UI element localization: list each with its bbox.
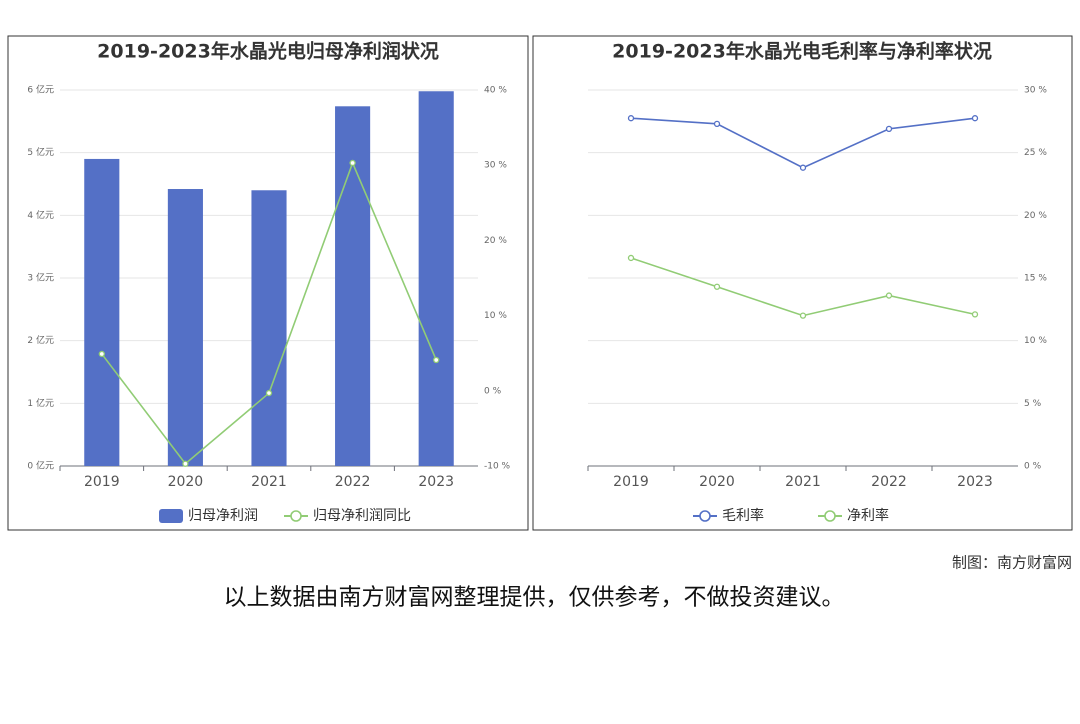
x-tick-label: 2023 [957,474,993,490]
y-tick-label: 0 亿元 [27,460,54,472]
y2-tick-label: 0 % [484,386,502,396]
point [349,159,356,167]
point [627,254,635,262]
y2-tick-label: 20 % [484,236,507,246]
bar [251,190,287,466]
x-tick-label: 2019 [613,474,649,490]
y-tick-label: 3 亿元 [27,272,54,284]
y2-tick-label: 30 % [1024,86,1047,96]
point [182,460,189,467]
caption: 以上数据由南方财富网整理提供，仅供参考，不做投资建议。 [224,585,845,611]
y2-tick-label: 20 % [1024,211,1047,221]
legend-swatch [159,509,183,523]
y2-tick-label: 5 % [1024,399,1042,409]
bar [84,158,120,466]
y-tick-label: 5 亿元 [27,146,54,158]
x-tick-label: 2022 [871,474,907,490]
line [630,117,976,169]
y2-tick-label: 15 % [1024,274,1047,284]
y-tick-label: 1 亿元 [27,397,54,409]
point [433,356,440,364]
y2-tick-label: -10 % [484,462,511,472]
point [971,115,979,122]
y2-tick-label: 30 % [484,161,507,171]
point [265,389,273,397]
credit: 制图：南方财富网 [952,554,1072,572]
chart-title: 2019-2023年水晶光电毛利率与净利率状况 [612,40,992,63]
chart-title: 2019-2023年水晶光电归母净利润状况 [97,40,439,63]
legend-label: 归母净利润 [188,507,258,524]
y-tick-label: 4 亿元 [27,209,54,221]
legend-swatch [699,510,711,522]
panel-frame [7,35,529,531]
point [885,125,893,133]
y-tick-label: 6 亿元 [27,84,54,96]
bar [167,189,203,466]
legend-label: 毛利率 [722,507,764,524]
x-tick-label: 2020 [168,474,204,490]
legend-label: 净利率 [847,507,889,524]
point [713,283,721,290]
legend-swatch [824,510,836,522]
y2-tick-label: 0 % [1024,462,1042,472]
y2-tick-label: 10 % [484,311,507,321]
point [971,311,979,318]
y2-tick-label: 40 % [484,86,507,96]
x-tick-label: 2023 [418,474,454,490]
x-tick-label: 2020 [699,474,735,490]
bar [335,106,371,466]
x-tick-label: 2022 [335,474,371,490]
y2-tick-label: 25 % [1024,148,1047,158]
point [885,292,893,299]
line [630,257,976,317]
x-tick-label: 2019 [84,474,120,490]
y-tick-label: 2 亿元 [27,334,54,346]
x-tick-label: 2021 [785,474,821,490]
point [627,115,635,122]
point [98,350,105,358]
x-tick-label: 2021 [251,474,287,490]
bar [418,91,454,467]
point [799,164,807,171]
point [799,312,807,319]
point [713,120,721,127]
legend-swatch [290,510,302,522]
panel-frame [532,35,1073,531]
legend-label: 归母净利润同比 [313,507,411,524]
y2-tick-label: 10 % [1024,336,1047,346]
